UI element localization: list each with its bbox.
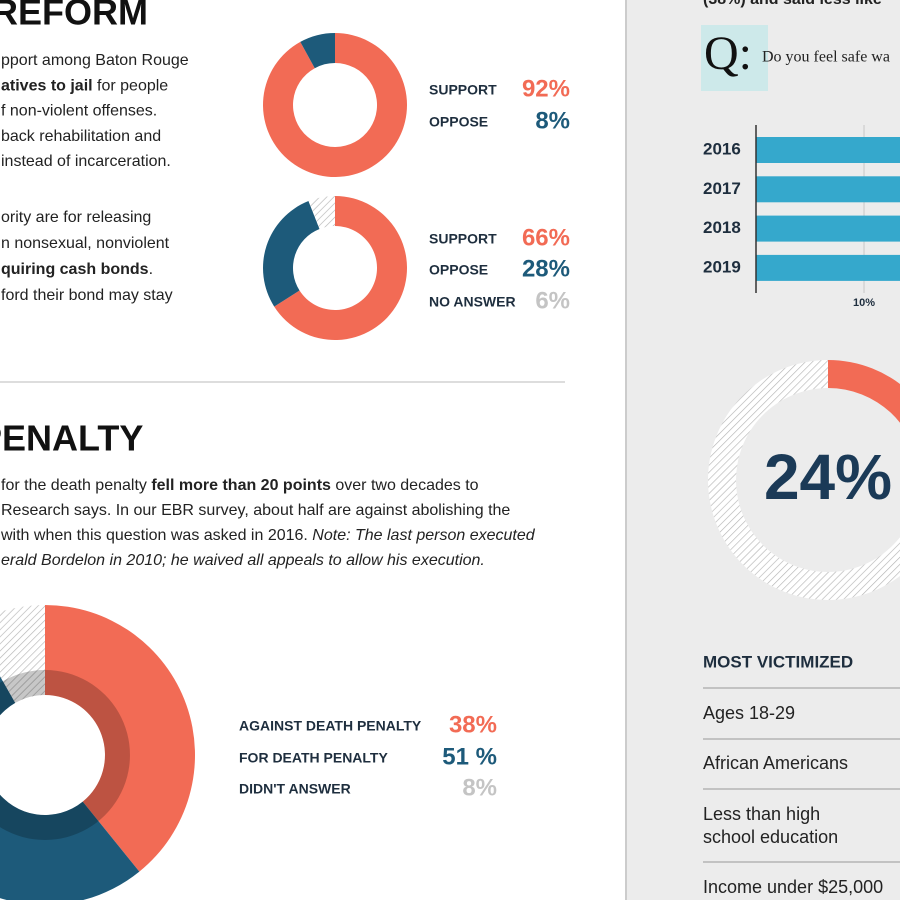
- y-tick-label: 2017: [703, 179, 741, 198]
- table-row: African Americans: [703, 753, 848, 773]
- value-label: 92%: [522, 75, 570, 102]
- top-text: (38%) and said less like: [703, 0, 882, 8]
- donut-slice: [300, 33, 335, 69]
- value-label: 38%: [449, 711, 497, 738]
- y-tick-label: 2018: [703, 218, 741, 237]
- text-run: fell more than 20 points: [151, 477, 331, 494]
- donut-slice: [263, 201, 320, 307]
- table-lines: [703, 687, 900, 863]
- inner-ring: [0, 670, 130, 840]
- ring-slice: [828, 360, 900, 423]
- text-run: back rehabilitation and: [1, 128, 161, 145]
- text-run: f non-violent offenses.: [1, 103, 157, 120]
- text-run: with when this question was asked in 201…: [0, 527, 312, 544]
- value-label: 8%: [462, 774, 497, 801]
- bar: [756, 215, 900, 242]
- paragraph-line: with when this question was asked in 201…: [0, 527, 536, 544]
- paragraph-line: for the death penalty fell more than 20 …: [1, 477, 479, 494]
- bar-chart: [756, 125, 900, 293]
- legend-label: SUPPORT: [429, 231, 497, 247]
- center-value: 24%: [764, 441, 892, 513]
- legend-label: AGAINST DEATH PENALTY: [239, 718, 422, 734]
- heading: PENALTY: [0, 418, 143, 459]
- text-run: quiring cash bonds: [1, 261, 149, 278]
- y-tick-label: 2016: [703, 139, 741, 158]
- paragraph-line: quiring cash bonds.: [1, 261, 153, 278]
- y-tick-label: 2019: [703, 257, 741, 276]
- table-row: Income under $25,000: [703, 877, 883, 897]
- donut-slice: [274, 196, 408, 340]
- legend-label: OPPOSE: [429, 114, 488, 130]
- x-tick-label: 10%: [853, 297, 875, 309]
- question: Do you feel safe wa: [762, 49, 890, 66]
- paragraph-line: instead of incarceration.: [1, 153, 171, 170]
- text-run: erald Bordelon in 2010; he waived all ap…: [1, 552, 485, 569]
- paragraph-line: Research says. In our EBR survey, about …: [1, 502, 510, 519]
- question-mark: Q:: [704, 27, 752, 80]
- value-label: 51 %: [442, 743, 497, 770]
- value-label: 28%: [522, 255, 570, 282]
- text-run: atives to jail: [1, 78, 93, 95]
- value-label: 66%: [522, 224, 570, 251]
- ring-chart: [708, 360, 900, 600]
- bar: [756, 176, 900, 203]
- bar: [756, 254, 900, 281]
- table-row: school education: [703, 827, 838, 847]
- paragraph-line: erald Bordelon in 2010; he waived all ap…: [1, 552, 485, 569]
- text-run: ority are for releasing: [1, 209, 151, 226]
- text-run: n nonsexual, nonviolent: [1, 235, 170, 252]
- bar: [756, 137, 900, 163]
- text-run: pport among Baton Rouge: [1, 52, 189, 69]
- paragraph-line: back rehabilitation and: [1, 128, 161, 145]
- paragraph-line: atives to jail for people: [1, 78, 168, 95]
- text-run: Note: The last person executed: [312, 527, 535, 544]
- table-heading: MOST VICTIMIZED: [703, 652, 853, 671]
- ring-rest: [708, 360, 900, 600]
- donut-slice: [308, 196, 335, 229]
- text-run: ford their bond may stay: [1, 287, 173, 304]
- paragraph-line: pport among Baton Rouge: [1, 52, 189, 69]
- legend-label: DIDN'T ANSWER: [239, 781, 351, 797]
- heading: REFORM: [0, 0, 148, 33]
- paragraph-line: f non-violent offenses.: [1, 103, 157, 120]
- donut-slice: [0, 605, 45, 703]
- paragraph-line: ority are for releasing: [1, 209, 151, 226]
- table-row: Ages 18-29: [703, 703, 795, 723]
- paragraph-line: ford their bond may stay: [1, 287, 173, 304]
- donut-slice: [0, 676, 140, 900]
- text-run: for people: [93, 78, 169, 95]
- text-run: over two decades to: [331, 477, 479, 494]
- value-label: 6%: [535, 287, 570, 314]
- donut-slice: [263, 32, 408, 178]
- paragraph-line: n nonsexual, nonviolent: [1, 235, 170, 252]
- table-row: Less than high: [703, 804, 820, 824]
- legend-label: OPPOSE: [429, 262, 488, 278]
- text-run: instead of incarceration.: [1, 153, 171, 170]
- legend-label: FOR DEATH PENALTY: [239, 750, 388, 766]
- question-box: [701, 25, 768, 91]
- text-run: Research says. In our EBR survey, about …: [1, 502, 510, 519]
- donut-slice: [45, 605, 196, 872]
- legend-label: SUPPORT: [429, 82, 497, 98]
- legend-label: NO ANSWER: [429, 294, 516, 310]
- value-label: 8%: [535, 107, 570, 134]
- text-run: for the death penalty: [1, 477, 151, 494]
- text-run: .: [149, 261, 153, 278]
